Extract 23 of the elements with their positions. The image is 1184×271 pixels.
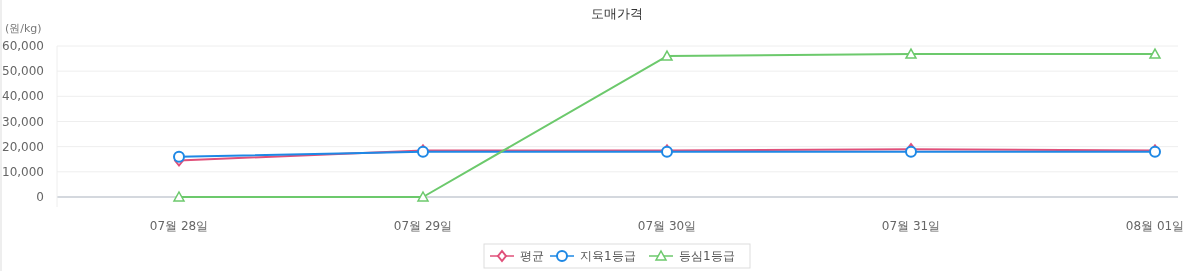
x-tick-label: 07월 28일 <box>149 219 209 233</box>
y-tick-label: 60,000 <box>2 39 44 53</box>
point <box>905 48 917 59</box>
point <box>1149 48 1161 59</box>
x-tick-label: 07월 31일 <box>881 219 941 233</box>
y-axis-title: (원/kg) <box>5 22 42 35</box>
x-tick-label: 07월 30일 <box>637 219 697 233</box>
y-tick-label: 50,000 <box>2 64 44 79</box>
point <box>417 191 429 202</box>
point <box>173 191 185 202</box>
y-tick-label: 20,000 <box>2 139 44 154</box>
x-tick-label: 07월 29일 <box>393 219 453 233</box>
legend-label: 지육1등급 <box>580 249 636 263</box>
y-tick-label: 30,000 <box>2 114 44 129</box>
y-tick-label: 40,000 <box>2 89 44 104</box>
point <box>661 50 673 61</box>
y-tick-label: 0 <box>36 190 44 204</box>
x-tick-label: 08월 01일 <box>1125 219 1184 233</box>
chart-title: 도매가격 <box>591 6 643 21</box>
legend-label: 평균 <box>520 249 544 263</box>
legend-label: 등심1등급 <box>679 249 735 263</box>
point <box>173 150 185 163</box>
y-tick-label: 10,000 <box>2 164 44 179</box>
